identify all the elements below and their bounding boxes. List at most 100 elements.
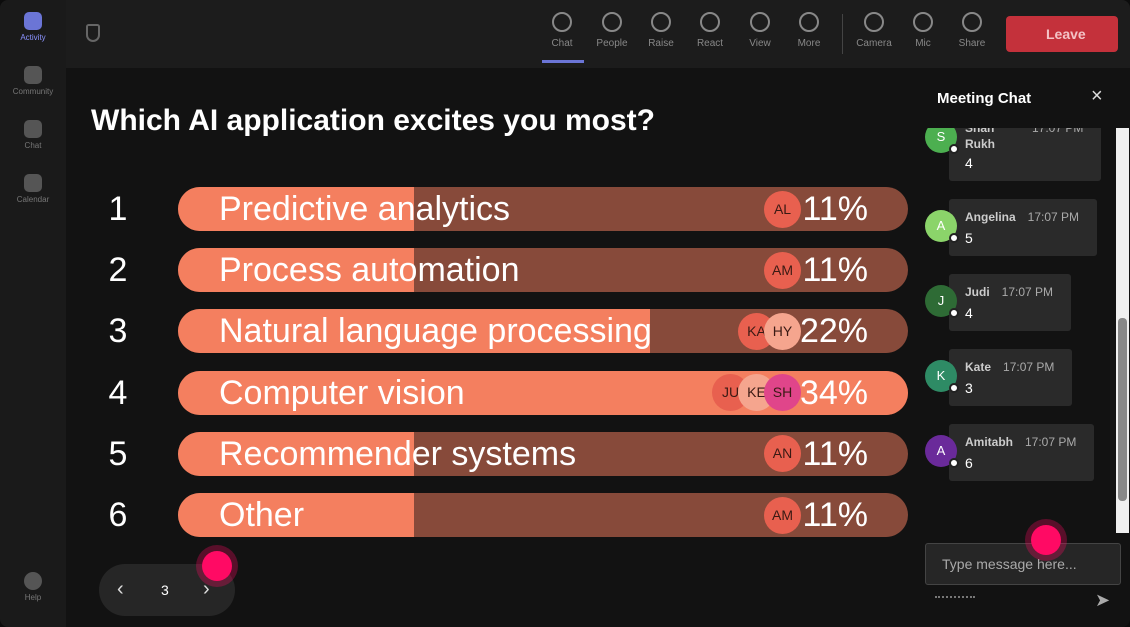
sidebar-item[interactable]: Community: [0, 66, 66, 96]
poll-bar: [178, 309, 651, 354]
sidebar-icon: [24, 174, 42, 192]
toolbar-label: React: [696, 38, 724, 49]
toolbar-icon: [750, 12, 770, 32]
option-text: Predictive analytics: [219, 190, 511, 228]
chat-messages: Shah Rukh17:07 PM 4 S Angelina 17:07 PM 5 A Jud…: [915, 128, 1115, 533]
sidebar-icon: [24, 572, 42, 590]
toolbar-button[interactable]: Mic: [898, 12, 948, 49]
sidebar-item[interactable]: Chat: [0, 120, 66, 150]
toolbar-button[interactable]: Chat: [537, 12, 587, 49]
toolbar-button[interactable]: More: [784, 12, 834, 49]
sender-name: Amitabh: [965, 435, 1013, 449]
message-time: 17:07 PM: [1032, 128, 1084, 135]
percent-label: 11%: [802, 434, 868, 473]
message-text: 4: [965, 305, 973, 321]
sidebar-item[interactable]: Calendar: [0, 174, 66, 204]
cursor-indicator: [1031, 525, 1061, 555]
toolbar-icon: [913, 12, 933, 32]
sidebar-item[interactable]: Help: [0, 572, 66, 602]
toolbar-button[interactable]: React: [685, 12, 735, 49]
percent-label: 11%: [802, 190, 868, 228]
toolbar-button[interactable]: Camera: [849, 12, 899, 49]
option-number: 1: [108, 190, 128, 228]
divider: [842, 14, 843, 54]
sidebar-label: Help: [24, 593, 42, 602]
chat-message: Amitabh 17:07 PM 6: [949, 424, 1095, 481]
sender-name: Judi: [965, 285, 990, 299]
message-input[interactable]: Type message here...: [925, 543, 1121, 585]
voter-avatar: AN: [764, 435, 801, 473]
toolbar-label: People: [596, 38, 628, 49]
presence-dot: [949, 383, 959, 393]
format-icons: [935, 596, 975, 602]
message-time: 17:07 PM: [1003, 360, 1055, 374]
sidebar-icon: [24, 66, 42, 84]
percent-label: 11%: [802, 251, 868, 290]
option-text: Recommender systems: [219, 434, 577, 473]
chat-title: Meeting Chat: [937, 90, 1032, 107]
message-text: 5: [965, 230, 973, 246]
toolbar-icon: [962, 12, 982, 32]
chat-message: Angelina 17:07 PM 5: [949, 199, 1098, 256]
toolbar-label: Camera: [856, 38, 892, 49]
sender-name: Shah Rukh: [965, 128, 995, 151]
option-text: Computer vision: [219, 373, 465, 412]
percent-label: 22%: [799, 312, 868, 351]
toolbar-icon: [799, 12, 819, 32]
cursor-indicator: [202, 551, 232, 581]
presence-dot: [949, 308, 959, 318]
chat-message: Shah Rukh 17:07 PM 4: [949, 128, 1102, 181]
voter-avatar: AL: [764, 190, 801, 228]
toolbar-icon: [700, 12, 720, 32]
toolbar-button[interactable]: View: [735, 12, 785, 49]
toolbar-button[interactable]: Raise: [636, 12, 686, 49]
sidebar-label: Calendar: [16, 195, 50, 204]
poll-bar: [178, 248, 415, 293]
presence-dot: [949, 144, 959, 154]
voter-avatar: HY: [764, 312, 801, 350]
poll-bar: [178, 187, 415, 231]
poll-bar: [178, 431, 415, 476]
toolbar-icon: [552, 12, 572, 32]
poll-bar: [178, 493, 415, 537]
option-number: 4: [108, 373, 128, 412]
message-text: 6: [965, 455, 973, 471]
voter-avatar: AM: [764, 496, 801, 534]
sender-name: Kate: [965, 360, 992, 374]
active-tab-indicator: [542, 60, 584, 63]
leave-button[interactable]: Leave: [1006, 16, 1118, 52]
toolbar: Chat People Raise React View More Camera Mic Sha…: [66, 0, 1130, 68]
toolbar-icon: [864, 12, 884, 32]
option-number: 6: [108, 496, 128, 534]
option-text: Natural language processing: [219, 312, 652, 351]
option-number: 5: [108, 434, 128, 473]
toolbar-label: Mic: [915, 38, 931, 49]
sidebar-item[interactable]: Activity: [0, 12, 66, 42]
chat-message: Judi 17:07 PM 4: [949, 274, 1072, 331]
scrollbar-thumb: [1118, 318, 1127, 501]
voter-avatar: SH: [764, 374, 801, 412]
sidebar-icon: [24, 120, 42, 138]
send-button[interactable]: ➤: [1095, 590, 1111, 610]
option-text: Process automation: [219, 251, 520, 290]
next-button[interactable]: ›: [203, 578, 210, 600]
toolbar-label: Share: [958, 38, 986, 49]
percent-label: 34%: [799, 373, 868, 412]
shield-icon: [86, 24, 100, 42]
toolbar-label: Chat: [551, 38, 573, 49]
toolbar-button[interactable]: People: [587, 12, 637, 49]
message-time: 17:07 PM: [1001, 285, 1054, 299]
message-time: 17:07 PM: [1027, 210, 1080, 224]
toolbar-label: View: [749, 38, 771, 49]
close-button[interactable]: ×: [1091, 85, 1103, 107]
toolbar-label: More: [797, 38, 821, 49]
voter-avatar: AM: [764, 251, 801, 289]
presence-dot: [949, 458, 959, 468]
chat-message: Kate 17:07 PM 3: [949, 349, 1073, 406]
prev-button[interactable]: ‹: [117, 578, 124, 600]
option-number: 2: [108, 251, 128, 290]
sidebar-label: Community: [12, 87, 54, 96]
toolbar-button[interactable]: Share: [947, 12, 997, 49]
message-text: 4: [965, 155, 973, 171]
